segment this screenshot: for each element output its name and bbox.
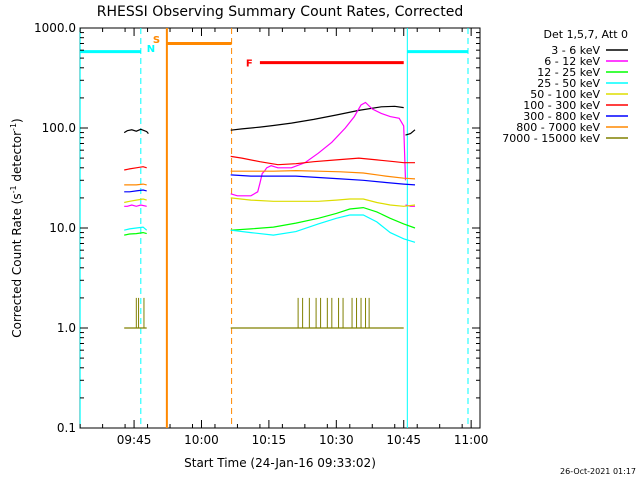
legend-label-100-300-kev: 100 - 300 keV	[523, 99, 600, 112]
legend-label-12-25-kev: 12 - 25 keV	[537, 66, 600, 79]
series-line-3-6-kev	[230, 105, 404, 131]
series-line-12-25-kev	[230, 206, 416, 231]
series-line-50-100-kev	[124, 198, 147, 204]
x-tick-label: 10:45	[386, 433, 421, 447]
x-tick-label: 10:30	[319, 433, 354, 447]
series-line-800-7000-kev	[230, 169, 416, 180]
series-line-25-50-kev	[124, 226, 148, 231]
night-label: N	[147, 44, 155, 55]
saa-label: S	[153, 35, 160, 46]
y-axis-label-exponent: -1	[9, 185, 18, 193]
y-axis: 0.1 1.0 10.0 100.0 1000.0	[34, 21, 480, 435]
legend-label-7000-15000-kev: 7000 - 15000 keV	[502, 132, 600, 145]
legend-header: Det 1,5,7, Att 0	[544, 28, 628, 41]
y-axis-label-exponent-2: -1	[9, 123, 18, 131]
series-line-100-300-kev	[230, 155, 415, 166]
chart-title: RHESSI Observing Summary Count Rates, Co…	[97, 4, 463, 20]
legend-label-3-6-kev: 3 - 6 keV	[551, 44, 600, 57]
series-line-3-6-kev	[123, 128, 149, 134]
x-tick-label: 11:00	[454, 433, 489, 447]
series-line-100-300-kev	[124, 166, 147, 171]
series-line-6-12-kev	[230, 101, 407, 197]
y-tick-label: 0.1	[57, 421, 76, 435]
series-line-12-25-kev	[124, 231, 147, 236]
series-line-300-800-kev	[124, 189, 147, 193]
x-tick-label: 10:00	[184, 433, 219, 447]
y-axis-label: Corrected Count Rate (s-1 detector-1)	[9, 118, 24, 337]
y-tick-label: 100.0	[42, 121, 76, 135]
x-axis-label: Start Time (24-Jan-16 09:33:02)	[184, 456, 376, 470]
legend-label-25-50-kev: 25 - 50 keV	[537, 77, 600, 90]
series-line-6-12-kev	[124, 204, 147, 207]
x-axis: 09:45 10:00 10:15 10:30 10:45 11:00	[79, 28, 489, 447]
x-tick-label: 10:15	[252, 433, 287, 447]
series-line-300-800-kev	[230, 174, 416, 186]
series-line-25-50-kev	[230, 214, 416, 243]
flare-label: F	[246, 59, 253, 70]
y-tick-label: 1.0	[57, 321, 76, 335]
legend-label-300-800-kev: 300 - 800 keV	[523, 110, 600, 123]
series-line-3-6-kev	[405, 129, 416, 136]
x-tick-label: 09:45	[117, 433, 152, 447]
y-tick-label: 1000.0	[34, 21, 76, 35]
timestamp: 26-Oct-2021 01:17	[560, 467, 636, 476]
legend-label-50-100-kev: 50 - 100 keV	[530, 88, 600, 101]
series-line-50-100-kev	[230, 197, 416, 207]
y-axis-label-unit: detector	[10, 131, 24, 186]
legend-label-6-12-kev: 6 - 12 keV	[544, 55, 600, 68]
series-line-800-7000-kev	[124, 183, 147, 186]
plot-area: NS F	[79, 27, 481, 429]
y-axis-label-prefix: Corrected Count Rate (s	[10, 193, 24, 337]
y-axis-label-close: )	[10, 118, 24, 123]
y-tick-label: 10.0	[49, 221, 76, 235]
legend-label-800-7000-kev: 800 - 7000 keV	[516, 121, 600, 134]
